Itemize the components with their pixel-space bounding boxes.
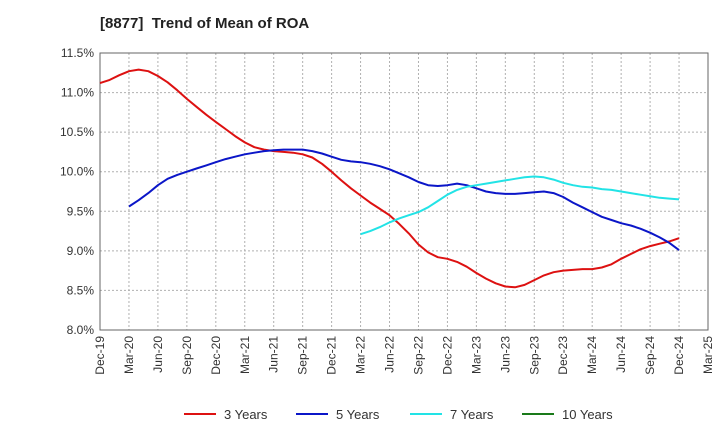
x-tick-label: Dec-24 [672, 336, 686, 375]
x-tick-label: Sep-23 [527, 336, 541, 375]
x-tick-label: Dec-21 [325, 336, 339, 375]
x-tick-label: Sep-20 [180, 336, 194, 375]
x-tick-label: Sep-21 [296, 336, 310, 375]
x-tick-label: Sep-22 [411, 336, 425, 375]
x-tick-label: Mar-25 [701, 336, 715, 374]
x-tick-label: Dec-23 [556, 336, 570, 375]
legend-label: 5 Years [336, 407, 380, 422]
legend-label: 3 Years [224, 407, 268, 422]
x-axis-ticks: Dec-19 Mar-20 Jun-20 Sep-20 Dec-20 Mar-21 Jun-… [93, 336, 715, 375]
legend-label: 10 Years [562, 407, 613, 422]
y-tick-label: 10.0% [60, 165, 94, 179]
y-tick-label: 9.0% [67, 244, 95, 258]
series-line-3-years [99, 68, 680, 289]
x-tick-label: Jun-21 [267, 336, 281, 373]
x-tick-label: Jun-22 [383, 336, 397, 373]
legend: 3 Years 5 Years 7 Years 10 Years [184, 407, 613, 422]
series-line-7-years [360, 175, 680, 236]
plot-area-frame [99, 52, 709, 331]
grid-lines [100, 53, 708, 330]
series-lines [99, 68, 680, 289]
x-tick-label: Mar-23 [469, 336, 483, 374]
x-tick-label: Dec-20 [209, 336, 223, 375]
chart-title: [8877] Trend of Mean of ROA [100, 15, 310, 32]
y-tick-label: 8.0% [67, 323, 95, 337]
x-tick-label: Mar-21 [238, 336, 252, 374]
y-axis-ticks: 8.0% 8.5% 9.0% 9.5% 10.0% 10.5% 11.0% 11.5% [60, 46, 94, 337]
x-tick-label: Dec-22 [440, 336, 454, 375]
legend-label: 7 Years [450, 407, 494, 422]
x-tick-label: Mar-20 [122, 336, 136, 374]
x-tick-label: Mar-24 [585, 336, 599, 374]
x-tick-label: Dec-19 [93, 336, 107, 375]
y-tick-label: 11.0% [61, 86, 94, 100]
series-line-5-years [128, 148, 680, 251]
x-tick-label: Sep-24 [643, 336, 657, 375]
x-tick-label: Jun-24 [614, 336, 628, 373]
y-tick-label: 10.5% [60, 125, 94, 139]
x-tick-label: Mar-22 [354, 336, 368, 374]
y-tick-label: 11.5% [61, 46, 94, 60]
y-tick-label: 9.5% [67, 204, 95, 218]
x-tick-label: Jun-20 [151, 336, 165, 373]
x-tick-label: Jun-23 [498, 336, 512, 373]
y-tick-label: 8.5% [67, 283, 95, 297]
